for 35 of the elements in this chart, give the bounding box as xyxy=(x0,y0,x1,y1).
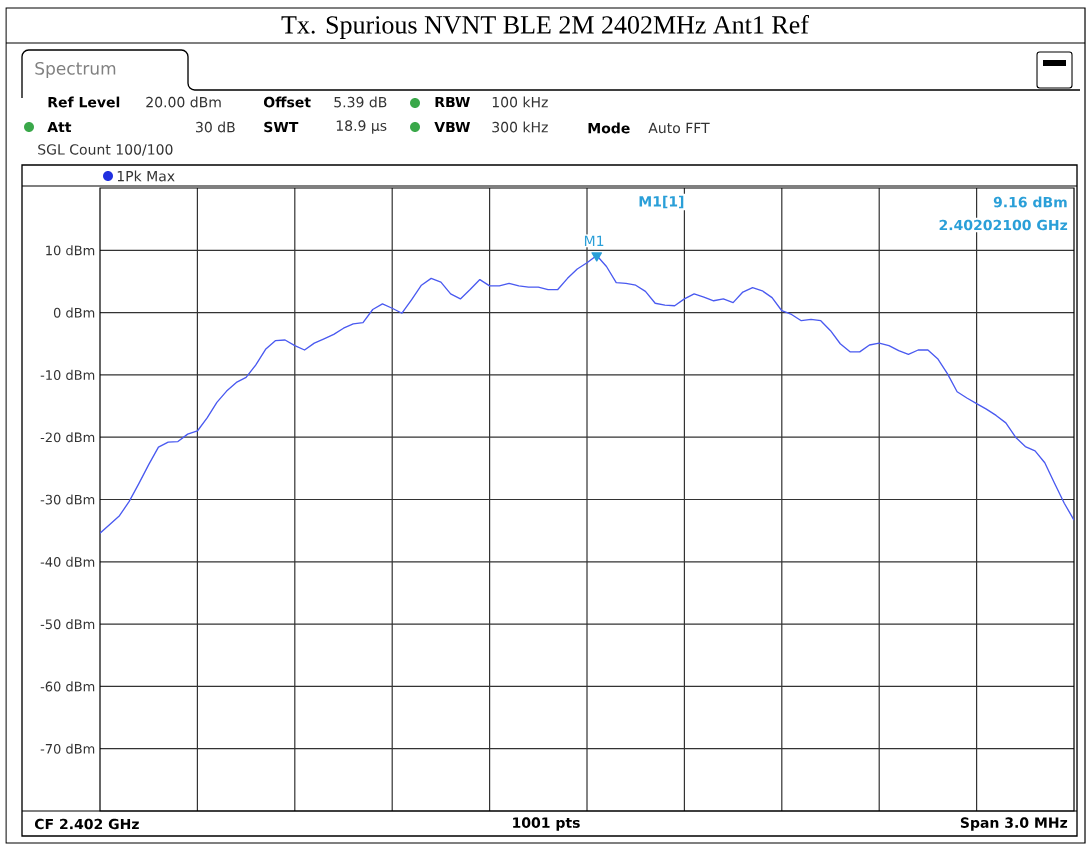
y-tick-label: 0 dBm xyxy=(53,307,95,318)
text: SWT xyxy=(264,121,299,133)
text: Offset xyxy=(263,96,311,108)
text: 30 dB xyxy=(196,121,235,133)
text: SGL Count 100/100 xyxy=(38,144,173,156)
y-tick-label: -30 dBm xyxy=(40,494,95,505)
text: Spectrum xyxy=(35,61,116,79)
y-tick-label: -60 dBm xyxy=(40,681,95,692)
annotation: 9.16 dBm xyxy=(993,196,1067,208)
annotation: M1 xyxy=(584,235,604,246)
text: VBW xyxy=(434,121,471,133)
text: RBW xyxy=(435,96,470,108)
text: Auto FFT xyxy=(648,122,710,134)
text: 5.39 dB xyxy=(334,96,387,108)
y-tick-label: -40 dBm xyxy=(40,556,95,567)
text: 1Pk Max xyxy=(117,170,175,182)
y-tick-label: -20 dBm xyxy=(40,432,95,443)
y-tick-label: -70 dBm xyxy=(40,743,95,754)
chart-title: Tx. Spurious NVNT BLE 2M 2402MHz Ant1 Ref xyxy=(281,15,809,39)
text: Att xyxy=(47,121,72,133)
y-tick-label: -10 dBm xyxy=(40,369,95,380)
text: 100 kHz xyxy=(492,96,548,108)
text: Ref Level xyxy=(48,96,120,108)
annotation: 2.40202100 GHz xyxy=(939,219,1068,231)
annotation: M1[1] xyxy=(639,195,684,209)
text: 1001 pts xyxy=(513,817,580,831)
y-tick-label: -50 dBm xyxy=(40,619,95,630)
y-tick-label: 10 dBm xyxy=(46,245,95,256)
line-series xyxy=(100,254,1075,534)
text: 300 kHz xyxy=(492,121,548,133)
text: Span 3.0 MHz xyxy=(960,817,1068,831)
text: CF 2.402 GHz xyxy=(34,818,139,830)
text: 20.00 dBm xyxy=(146,96,221,108)
text: Mode xyxy=(588,122,630,134)
text: 18.9 µs xyxy=(336,120,387,134)
